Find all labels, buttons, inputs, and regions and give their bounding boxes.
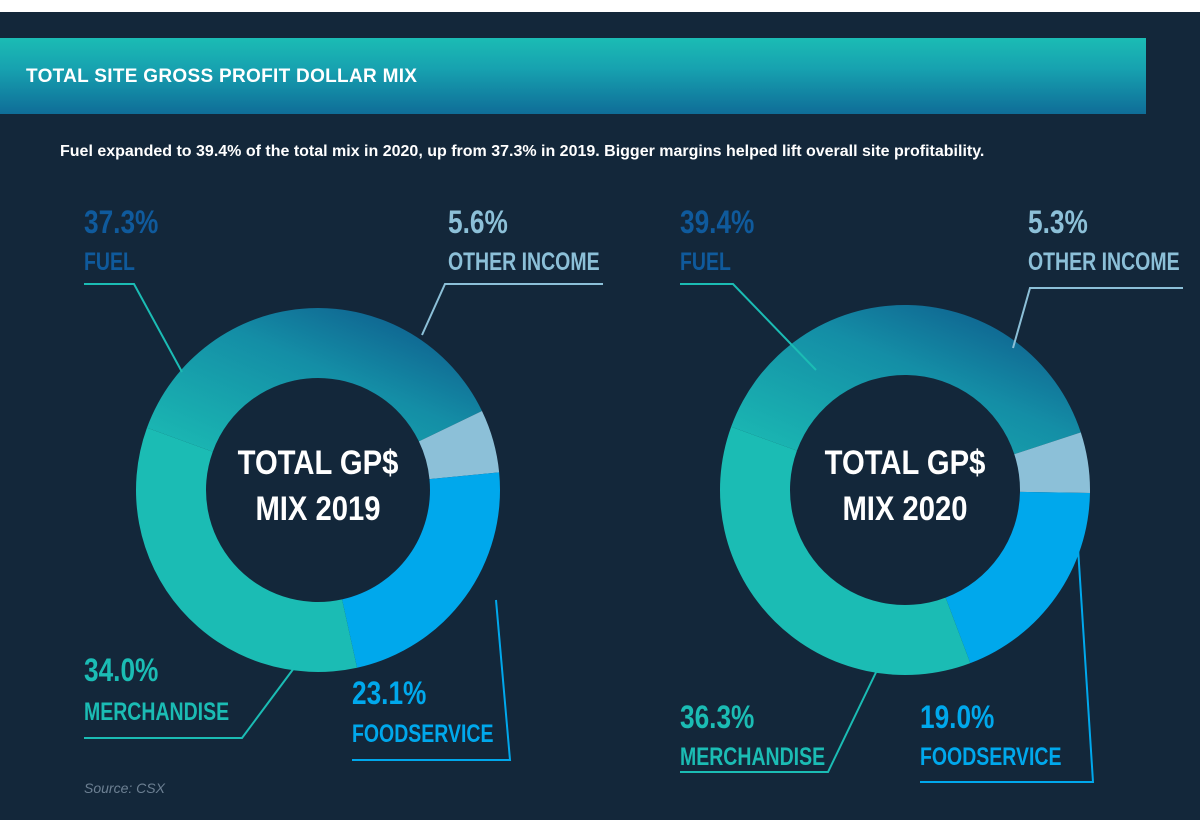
leader-line-merchandise <box>84 663 298 739</box>
top-margin <box>0 0 1200 12</box>
donut-slice-merchandise-2019 <box>136 427 358 672</box>
donut-slice-foodservice-2019 <box>342 472 500 668</box>
value-label-foodservice: 23.1% <box>352 677 426 712</box>
donut-slice-other-income-2020 <box>1014 432 1090 493</box>
category-label-fuel: FUEL <box>84 248 135 276</box>
category-label-other-income: OTHER INCOME <box>1028 248 1180 276</box>
donut-slice-fuel-2019 <box>146 307 482 452</box>
center-label-line1: TOTAL GP$ <box>238 443 399 482</box>
value-label-fuel: 37.3% <box>84 206 158 241</box>
leader-line-other-income <box>421 283 603 336</box>
center-label-line1: TOTAL GP$ <box>825 443 986 482</box>
source-note: Source: CSX <box>84 780 165 796</box>
value-label-merchandise: 34.0% <box>84 654 158 689</box>
leader-line-fuel <box>84 283 183 373</box>
category-label-merchandise: MERCHANDISE <box>84 698 229 726</box>
value-label-other-income: 5.6% <box>448 206 508 241</box>
leader-line-other-income <box>1012 287 1183 349</box>
value-label-fuel: 39.4% <box>680 206 754 241</box>
value-label-foodservice: 19.0% <box>920 701 994 736</box>
donut-slice-merchandise-2020 <box>720 426 971 676</box>
leader-line-foodservice <box>352 599 512 761</box>
leader-line-foodservice <box>920 547 1095 783</box>
donut-slice-fuel-2020 <box>731 305 1081 455</box>
leader-line-merchandise <box>680 663 881 773</box>
donut-slice-foodservice-2020 <box>945 491 1090 664</box>
value-label-other-income: 5.3% <box>1028 206 1088 241</box>
category-label-fuel: FUEL <box>680 248 731 276</box>
value-label-merchandise: 36.3% <box>680 701 754 736</box>
center-label-line2: MIX 2020 <box>842 489 967 528</box>
leader-line-fuel <box>680 283 817 371</box>
title-banner: TOTAL SITE GROSS PROFIT DOLLAR MIX <box>0 38 1146 114</box>
category-label-other-income: OTHER INCOME <box>448 248 600 276</box>
donut-slice-other-income-2019 <box>418 411 500 480</box>
subtitle: Fuel expanded to 39.4% of the total mix … <box>60 143 985 160</box>
category-label-foodservice: FOODSERVICE <box>920 743 1062 771</box>
category-label-foodservice: FOODSERVICE <box>352 720 494 748</box>
center-label-line2: MIX 2019 <box>255 489 380 528</box>
page-title: TOTAL SITE GROSS PROFIT DOLLAR MIX <box>26 66 418 87</box>
category-label-merchandise: MERCHANDISE <box>680 743 825 771</box>
